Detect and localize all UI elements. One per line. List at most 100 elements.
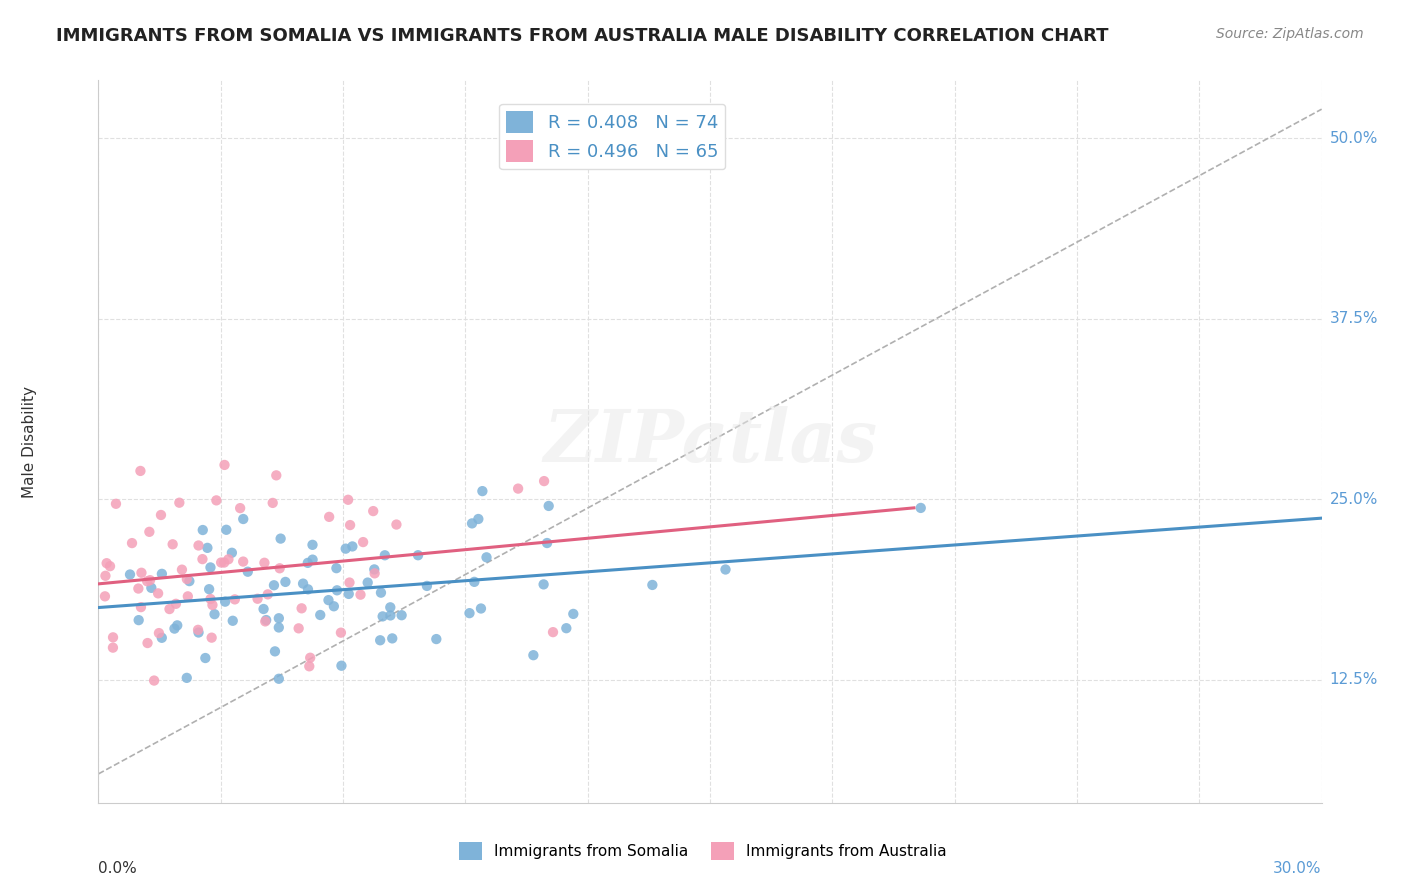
Point (217, 552, 239, 566)
Point (470, 601, 492, 615)
Point (467, 512, 489, 526)
Point (329, 625, 352, 640)
Point (162, 537, 184, 551)
Point (209, 556, 232, 570)
Point (385, 517, 408, 532)
Text: 50.0%: 50.0% (1330, 130, 1378, 145)
Legend: R = 0.408   N = 74, R = 0.496   N = 65: R = 0.408 N = 74, R = 0.496 N = 65 (499, 103, 725, 169)
Point (301, 538, 323, 552)
Point (201, 631, 224, 645)
Point (461, 516, 484, 531)
Point (159, 602, 181, 616)
Point (141, 581, 163, 595)
Point (128, 613, 150, 627)
Point (262, 496, 284, 510)
Point (339, 575, 361, 590)
Point (252, 602, 274, 616)
Text: 25.0%: 25.0% (1330, 491, 1378, 507)
Point (176, 671, 198, 685)
Point (197, 541, 219, 555)
Point (270, 532, 292, 546)
Point (187, 623, 209, 637)
Point (339, 518, 361, 533)
Point (166, 618, 188, 632)
Point (232, 512, 254, 526)
Point (169, 496, 191, 510)
Point (291, 601, 314, 615)
Point (318, 509, 340, 524)
Point (326, 583, 349, 598)
Point (150, 566, 173, 581)
Point (136, 636, 159, 650)
Point (98, 559, 121, 574)
Point (266, 468, 288, 483)
Point (380, 600, 402, 615)
Point (254, 613, 277, 627)
Point (342, 540, 364, 554)
Point (150, 631, 173, 645)
Point (264, 644, 287, 658)
Point (194, 651, 217, 665)
Point (274, 574, 297, 589)
Point (101, 631, 124, 645)
Point (179, 574, 201, 588)
Point (555, 621, 578, 635)
Point (200, 592, 222, 607)
Point (176, 572, 198, 586)
Point (229, 501, 252, 516)
Point (406, 548, 429, 562)
Point (200, 560, 222, 574)
Point (118, 567, 141, 582)
Point (267, 620, 290, 634)
Point (187, 539, 209, 553)
Point (318, 593, 340, 607)
Point (374, 549, 396, 563)
Point (641, 578, 664, 592)
Point (363, 566, 385, 581)
Point (170, 563, 193, 577)
Point (330, 658, 353, 673)
Point (191, 552, 214, 566)
Point (246, 591, 269, 606)
Point (471, 484, 494, 499)
Text: IMMIGRANTS FROM SOMALIA VS IMMIGRANTS FROM AUSTRALIA MALE DISABILITY CORRELATION: IMMIGRANTS FROM SOMALIA VS IMMIGRANTS FR… (56, 27, 1109, 45)
Point (131, 566, 153, 580)
Point (371, 609, 394, 624)
Point (143, 673, 166, 688)
Point (368, 633, 391, 648)
Point (121, 536, 143, 550)
Point (129, 600, 152, 615)
Point (204, 607, 226, 622)
Point (363, 562, 385, 576)
Point (254, 615, 277, 629)
Point (370, 585, 392, 599)
Point (533, 474, 555, 488)
Point (533, 577, 555, 591)
Point (224, 592, 246, 607)
Point (263, 578, 285, 592)
Point (253, 556, 276, 570)
Point (910, 500, 932, 515)
Point (458, 606, 481, 620)
Point (236, 565, 259, 579)
Point (267, 611, 290, 625)
Point (380, 608, 402, 623)
Point (149, 508, 172, 522)
Point (201, 598, 224, 612)
Point (187, 625, 209, 640)
Point (214, 458, 236, 472)
Point (562, 607, 585, 621)
Point (139, 573, 162, 587)
Text: ZIPatlas: ZIPatlas (543, 406, 877, 477)
Text: 37.5%: 37.5% (1330, 311, 1378, 326)
Point (335, 541, 357, 556)
Point (297, 582, 319, 597)
Point (205, 493, 228, 508)
Text: 12.5%: 12.5% (1330, 673, 1378, 688)
Point (325, 561, 347, 575)
Point (298, 659, 321, 673)
Point (127, 582, 149, 596)
Point (536, 536, 558, 550)
Point (309, 607, 332, 622)
Point (506, 482, 529, 496)
